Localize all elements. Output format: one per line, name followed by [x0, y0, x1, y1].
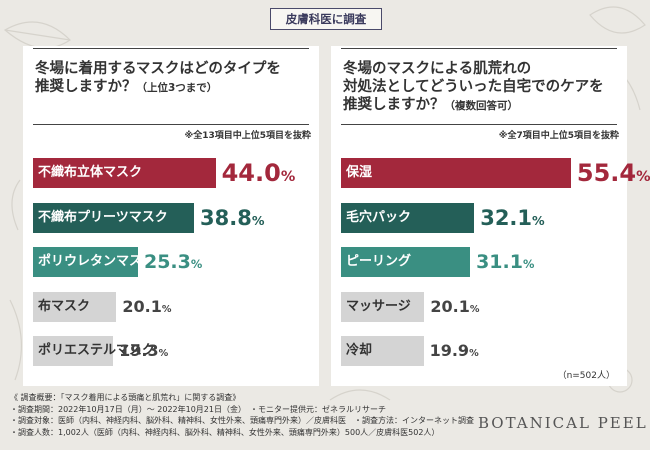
bar-value-number: 20.1	[122, 297, 162, 316]
bar	[341, 158, 571, 188]
question-subtitle: （上位3つまで）	[136, 82, 218, 94]
bar-category-label: ポリウレタンマスク	[38, 254, 156, 269]
bar-value-number: 25.3	[143, 251, 191, 273]
bar-value-unit: %	[158, 348, 169, 359]
bar	[33, 247, 138, 277]
survey-overview-footer: 《 調査概要：「マスク着用による頭痛と肌荒れ」に関する調査》 ・調査期間：202…	[10, 392, 480, 438]
bar-value-number: 32.1	[480, 206, 533, 230]
brand-logo-text: BOTANICAL PEEL	[478, 414, 648, 432]
bottom-divider	[341, 124, 617, 125]
bar-value-unit: %	[190, 257, 203, 271]
bar-category-label: ピーリング	[346, 254, 412, 269]
bar-value-number: 55.4	[576, 159, 637, 187]
question-text: 冬場に着用するマスクはどのタイプを 推奨しますか？（上位3つまで）	[35, 61, 281, 95]
bar-value-label: 44.0%	[222, 158, 296, 188]
bar-value-number: 38.8	[200, 206, 252, 230]
bar	[341, 247, 471, 277]
bar-value-unit: %	[161, 304, 172, 315]
excerpt-note: ※全7項目中上位5項目を抜粋	[498, 131, 619, 141]
bar	[33, 292, 117, 322]
bar-value-label: 25.3%	[144, 247, 202, 277]
footer-line: ・調査期間：2022年10月17日（月）～ 2022年10月21日（金） ・モニ…	[10, 404, 386, 414]
bar	[33, 203, 195, 233]
question-text: 冬場のマスクによる肌荒れの 対処法としてどういった自宅でのケアを 推奨しますか？…	[343, 61, 604, 113]
bar-value-label: 31.1%	[476, 247, 534, 277]
bar-category-label: 毛穴パック	[346, 210, 412, 225]
bottom-divider	[33, 124, 309, 125]
bar-value-number: 20.1	[430, 297, 470, 316]
bar	[341, 292, 425, 322]
bar-value-label: 20.1%	[430, 292, 479, 322]
bar	[33, 158, 216, 188]
bar-category-label: 不織布立体マスク	[38, 165, 143, 180]
bar-value-unit: %	[522, 257, 535, 271]
sample-size-label: （n=502人）	[557, 371, 615, 381]
bar	[33, 336, 114, 366]
excerpt-note: ※全13項目中上位5項目を抜粋	[184, 131, 311, 141]
footer-line: 《 調査概要：「マスク着用による頭痛と肌荒れ」に関する調査》	[10, 393, 241, 402]
bar-category-label: ポリエステルマスク	[38, 343, 156, 358]
bar-value-label: 20.1%	[122, 292, 171, 322]
top-divider	[341, 48, 617, 49]
bar-value-unit: %	[280, 169, 296, 185]
bar-value-unit: %	[251, 213, 265, 228]
footer-line: ・調査人数：1,002人（医師（内科、神経内科、脳外科、精神科、女性外来、頭痛専…	[10, 427, 440, 437]
bar-value-label: 19.9%	[430, 336, 479, 366]
chart-panel-mask-type: 冬場に着用するマスクはどのタイプを 推奨しますか？（上位3つまで） ※全13項目…	[23, 46, 319, 386]
bar-value-label: 38.8%	[200, 203, 264, 233]
bar-value-label: 32.1%	[480, 203, 544, 233]
top-divider	[33, 48, 309, 49]
bar-value-number: 44.0	[221, 159, 281, 187]
bar-value-number: 31.1	[476, 251, 523, 273]
footer-line: ・調査対象：医師（内科、神経内科、脳外科、精神科、女性外来、頭痛専門外来）／皮膚…	[10, 416, 474, 425]
bar-value-label: 55.4%	[577, 158, 650, 188]
bar-value-unit: %	[469, 304, 480, 315]
bar-value-unit: %	[469, 348, 479, 359]
survey-header-tag: 皮膚科医に調査	[270, 8, 382, 30]
bar-category-label: マッサージ	[346, 299, 411, 314]
bar-category-label: 不織布プリーツマスク	[38, 210, 168, 225]
bar-value-number: 19.9	[429, 341, 470, 360]
bar-value-label: 19.3%	[119, 336, 168, 366]
bar-category-label: 冷却	[346, 343, 373, 358]
bar-category-label: 保湿	[346, 165, 373, 180]
bar-category-label: 布マスク	[38, 299, 91, 314]
question-subtitle: （複数回答可）	[444, 100, 519, 112]
bar-value-number: 19.3	[119, 341, 159, 360]
bar-value-unit: %	[532, 213, 545, 228]
chart-panel-skin-care: 冬場のマスクによる肌荒れの 対処法としてどういった自宅でのケアを 推奨しますか？…	[331, 46, 650, 386]
bar	[341, 203, 475, 233]
bar-value-unit: %	[636, 169, 650, 185]
bar	[341, 336, 424, 366]
